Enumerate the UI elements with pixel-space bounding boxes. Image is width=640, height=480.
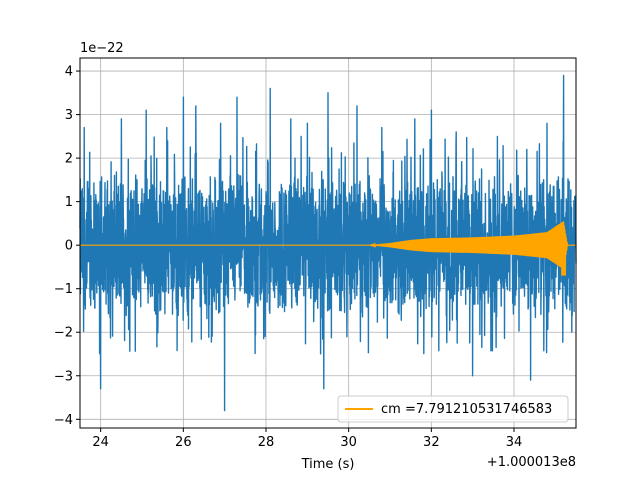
template-series bbox=[80, 221, 576, 276]
y-tick-label: 0 bbox=[65, 239, 73, 254]
x-axis-label: Time (s) bbox=[301, 457, 355, 472]
y-tick-label: 1 bbox=[65, 195, 73, 210]
strain-line bbox=[79, 74, 577, 412]
y-tick-label: 3 bbox=[65, 108, 73, 123]
x-tick-label: 32 bbox=[423, 435, 440, 450]
y-tick-label: −3 bbox=[54, 369, 73, 384]
y-tick-label: −1 bbox=[54, 282, 73, 297]
y-tick-label: 2 bbox=[65, 152, 73, 167]
x-axis: 24 26 28 30 32 34 bbox=[92, 428, 522, 450]
y-axis: −4 −3 −2 −1 0 1 2 3 4 bbox=[54, 65, 80, 428]
x-tick-label: 26 bbox=[175, 435, 192, 450]
strain-series bbox=[79, 74, 577, 412]
x-offset-label: +1.000013e8 bbox=[487, 455, 576, 470]
y-tick-label: −2 bbox=[54, 326, 73, 341]
x-tick-label: 28 bbox=[258, 435, 275, 450]
x-tick-label: 24 bbox=[92, 435, 109, 450]
y-scale-label: 1e−22 bbox=[80, 41, 124, 56]
y-tick-label: 4 bbox=[65, 65, 73, 80]
y-tick-label: −4 bbox=[54, 413, 73, 428]
plot-frame bbox=[79, 57, 577, 429]
x-tick-label: 30 bbox=[340, 435, 357, 450]
legend-box bbox=[337, 395, 569, 423]
legend-label: cm =7.791210531746583 bbox=[381, 402, 552, 417]
x-tick-label: 34 bbox=[506, 435, 523, 450]
template-line bbox=[80, 221, 576, 276]
legend: cm =7.791210531746583 bbox=[337, 395, 569, 423]
